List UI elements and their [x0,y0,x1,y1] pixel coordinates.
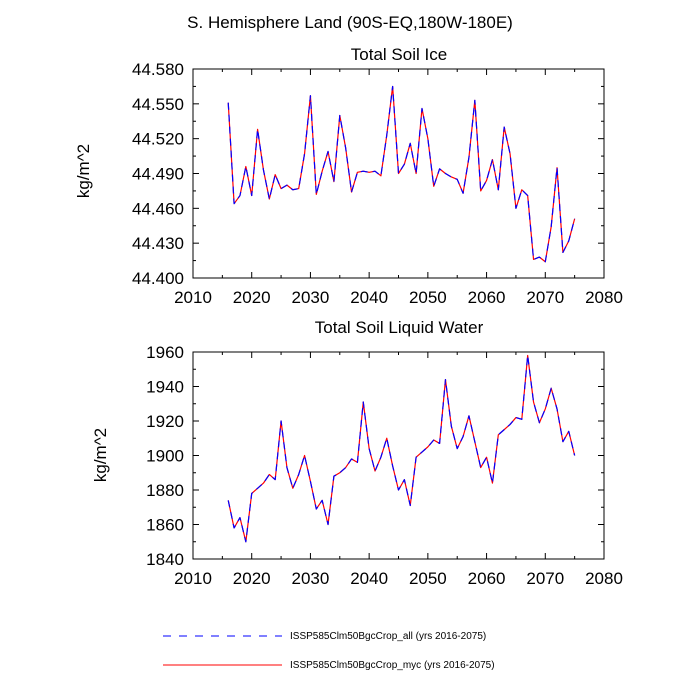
soil-liquid-water-x-tick-label: 2040 [350,569,388,588]
legend-label-all: ISSP585Clm50BgcCrop_all (yrs 2016-2075) [290,631,486,642]
soil-liquid-water-y-tick-label: 1860 [146,516,184,535]
soil-ice-y-tick-label: 44.580 [132,60,184,79]
soil-ice-series-all-line [227,85,576,263]
figure-title: S. Hemisphere Land (90S-EQ,180W-180E) [187,13,513,32]
soil-liquid-water-y-tick-label: 1940 [146,378,184,397]
soil-liquid-water-x-tick-label: 2030 [292,569,330,588]
soil-liquid-water-y-tick-label: 1920 [146,412,184,431]
soil-liquid-water-x-tick-label: 2020 [233,569,271,588]
soil-liquid-water-y-axis-label: kg/m^2 [91,428,110,482]
soil-ice-x-tick-label: 2040 [350,288,388,307]
soil-ice-x-tick-label: 2020 [233,288,271,307]
soil-ice-x-tick-label: 2060 [468,288,506,307]
soil-ice-panel-title: Total Soil Ice [351,45,447,64]
soil-liquid-water-x-tick-label: 2010 [174,569,212,588]
soil-ice-y-axis-label: kg/m^2 [74,144,93,198]
soil-ice-x-tick-label: 2010 [174,288,212,307]
soil-liquid-water-x-tick-label: 2050 [409,569,447,588]
soil-ice-x-tick-label: 2070 [526,288,564,307]
soil-ice-y-tick-label: 44.550 [132,95,184,114]
soil-liquid-water-series-myc-line [227,354,576,543]
soil-liquid-water-y-tick-label: 1880 [146,481,184,500]
soil-ice-y-tick-label: 44.520 [132,130,184,149]
soil-ice-y-tick-label: 44.430 [132,234,184,253]
legend: ISSP585Clm50BgcCrop_all (yrs 2016-2075) … [163,631,495,671]
soil-liquid-water-series-all-line [227,354,576,543]
soil-ice-y-tick-label: 44.490 [132,165,184,184]
soil-liquid-water-y-tick-label: 1900 [146,447,184,466]
legend-label-myc: ISSP585Clm50BgcCrop_myc (yrs 2016-2075) [290,660,495,671]
soil-ice-series-myc-line [227,85,576,263]
soil-liquid-water-y-tick-label: 1840 [146,550,184,569]
soil-ice-y-tick-label: 44.400 [132,269,184,288]
soil-ice-x-tick-label: 2080 [585,288,623,307]
soil-ice-x-tick-label: 2030 [292,288,330,307]
soil-liquid-water-x-tick-label: 2080 [585,569,623,588]
soil-liquid-water-x-tick-label: 2060 [468,569,506,588]
soil-ice-y-tick-label: 44.460 [132,199,184,218]
soil-ice-x-tick-label: 2050 [409,288,447,307]
soil-liquid-water-plot-frame [192,351,605,560]
soil-liquid-water-x-tick-label: 2070 [526,569,564,588]
soil-ice-panel: Total Soil Ice kg/m^2 2010 2020 2030 2040 20… [74,45,623,307]
soil-liquid-water-y-tick-label: 1960 [146,343,184,362]
soil-liquid-water-panel: Total Soil Liquid Water kg/m^2 2010 2020 2… [91,318,623,588]
soil-liquid-water-panel-title: Total Soil Liquid Water [315,318,484,337]
